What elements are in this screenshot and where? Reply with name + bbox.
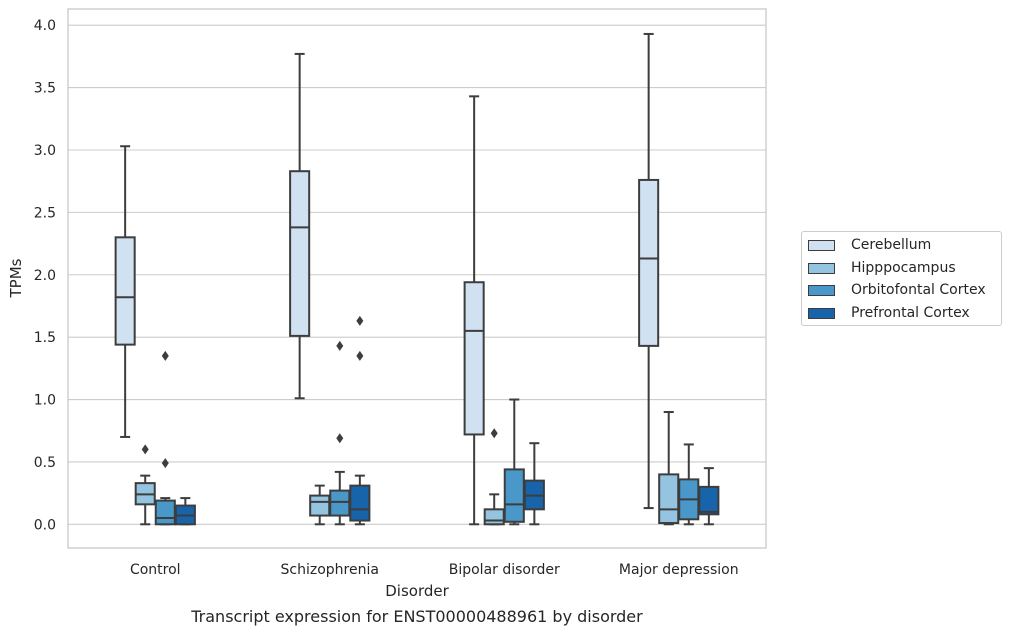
legend-swatch-hippocampus [808,262,835,274]
box-rect [638,178,660,347]
x-tick-label: Major depression [619,562,739,578]
box-3-1 [658,411,680,526]
y-tick-label: 0.0 [34,517,56,533]
box-rect [154,499,176,526]
y-tick-label: 3.0 [34,143,56,159]
legend-label: Prefrontal Cortex [851,305,970,321]
outlier-marker [336,340,344,351]
box-0-2 [154,350,176,526]
y-tick-label: 1.0 [34,393,56,409]
box-1-1 [309,484,331,526]
box-0-1 [134,444,156,526]
box-rect [289,170,311,337]
box-2-1 [483,428,505,526]
legend-item-prefrontal-cortex: Prefrontal Cortex [808,303,970,323]
box-2-3 [523,442,545,526]
legend-label: Orbitofontal Cortex [851,282,986,298]
x-tick-label: Schizophrenia [281,562,379,578]
y-tick-label: 4.0 [34,18,56,34]
box-0-3 [174,497,196,526]
y-axis-ticks: 0.0 0.5 1.0 1.5 2.0 2.5 3.0 3.5 4.0 [34,18,56,533]
box-rect [503,468,525,523]
box-rect [658,473,680,525]
legend-swatch-orbitofrontal-cortex [808,284,835,296]
box-1-0 [289,52,311,400]
box-rect [349,484,371,522]
box-rect [463,281,485,436]
y-tick-label: 2.0 [34,268,56,284]
legend-label: Cerebellum [851,237,932,253]
outlier-marker [141,444,149,455]
outlier-marker [161,350,169,361]
box-rect [698,485,720,516]
outlier-marker [356,350,364,361]
x-axis-ticks: Control Schizophrenia Bipolar disorder Majo… [130,562,739,578]
legend-item-hippocampus: Hipppocampus [808,258,956,278]
outlier-marker [356,315,364,326]
box-3-3 [698,467,720,526]
box-3-0 [638,32,660,510]
outlier-marker [336,433,344,444]
legend: Cerebellum Hipppocampus Orbitofontal Cor… [801,231,1002,326]
box-3-2 [678,443,700,526]
box-1-3 [349,315,371,526]
plot-frame [67,8,767,549]
x-tick-label: Control [130,562,181,578]
y-tick-label: 1.5 [34,330,56,346]
chart-title: Transcript expression for ENST0000048896… [190,607,643,626]
box-rect [309,494,331,517]
box-rect [329,489,351,517]
y-tick-label: 0.5 [34,455,56,471]
x-tick-label: Bipolar disorder [449,562,560,578]
legend-swatch-cerebellum [808,239,835,251]
y-axis-label: TPMs [7,258,25,298]
legend-item-cerebellum: Cerebellum [808,235,931,255]
box-rect [483,508,505,526]
x-axis-label: Disorder [385,582,449,600]
outlier-marker [490,428,498,439]
box-2-2 [503,398,525,526]
legend-item-orbitofrontal-cortex: Orbitofontal Cortex [808,280,986,300]
outlier-marker [161,458,169,469]
box-2-0 [463,95,485,526]
box-rect [114,236,136,346]
legend-swatch-prefrontal-cortex [808,307,835,319]
box-1-2 [329,340,351,526]
box-0-0 [114,145,136,438]
legend-label: Hipppocampus [851,260,956,276]
plot-area [68,9,766,548]
boxes [114,32,720,526]
y-tick-label: 3.5 [34,81,56,97]
y-tick-label: 2.5 [34,205,56,221]
